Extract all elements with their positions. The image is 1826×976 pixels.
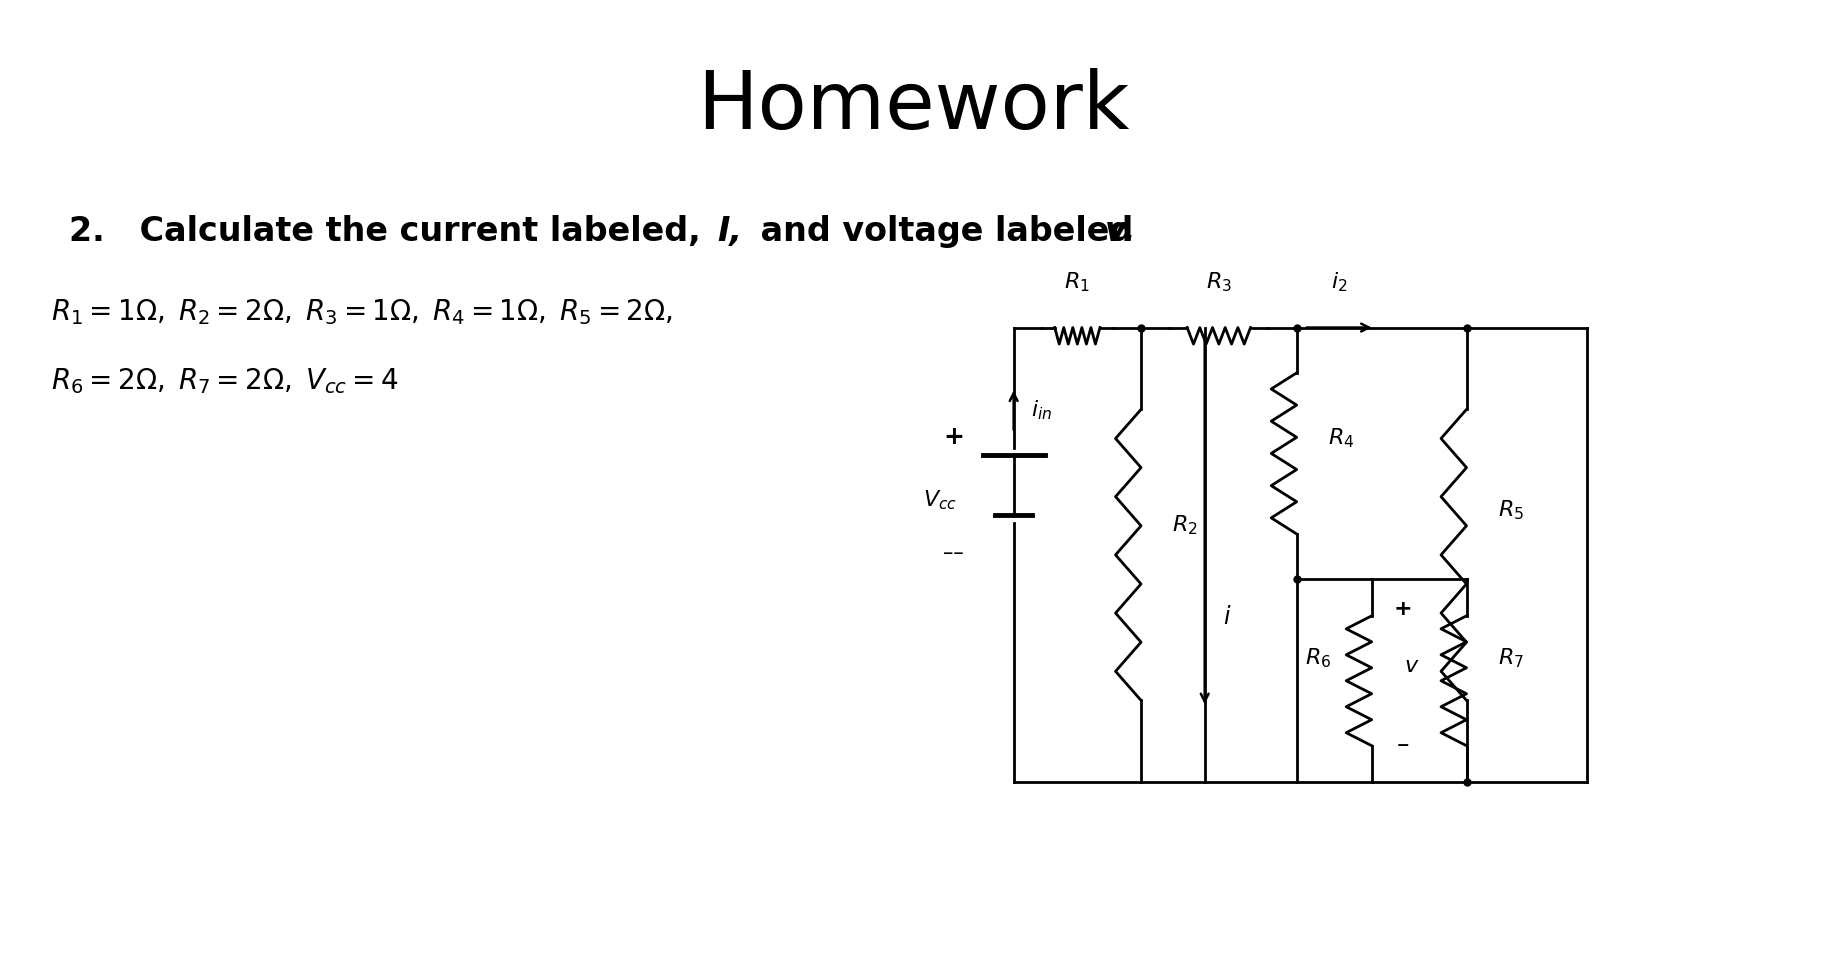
Text: $i_{in}$: $i_{in}$	[1030, 398, 1052, 422]
Text: 2.   Calculate the current labeled,: 2. Calculate the current labeled,	[69, 215, 712, 248]
Text: $R_3$: $R_3$	[1205, 270, 1233, 294]
Text: $R_2$: $R_2$	[1172, 513, 1198, 537]
Text: I,: I,	[718, 215, 743, 248]
Text: $i$: $i$	[1223, 605, 1231, 629]
Text: v.: v.	[1105, 215, 1136, 248]
Text: +: +	[1393, 599, 1411, 620]
Text: Homework: Homework	[698, 68, 1128, 146]
Text: $V_{cc}$: $V_{cc}$	[922, 489, 957, 512]
Text: $R_6 = 2\Omega,\; R_7 = 2\Omega,\; V_{cc} = 4$: $R_6 = 2\Omega,\; R_7 = 2\Omega,\; V_{cc…	[51, 366, 398, 396]
Text: and voltage labeled: and voltage labeled	[749, 215, 1145, 248]
Text: +: +	[944, 425, 964, 449]
Text: $R_5$: $R_5$	[1497, 498, 1523, 521]
Text: $R_6$: $R_6$	[1306, 646, 1331, 670]
Text: $i_2$: $i_2$	[1331, 270, 1348, 294]
Text: –: –	[1397, 733, 1410, 756]
Text: $R_1$: $R_1$	[1065, 270, 1090, 294]
Text: $R_7$: $R_7$	[1497, 646, 1523, 670]
Text: $R_1 = 1\Omega,\; R_2 = 2\Omega,\; R_3 = 1\Omega,\; R_4 = 1\Omega,\; R_5 = 2\Ome: $R_1 = 1\Omega,\; R_2 = 2\Omega,\; R_3 =…	[51, 298, 674, 328]
Text: $R_4$: $R_4$	[1328, 427, 1355, 450]
Text: ––: ––	[944, 543, 964, 563]
Text: $v$: $v$	[1404, 656, 1419, 675]
